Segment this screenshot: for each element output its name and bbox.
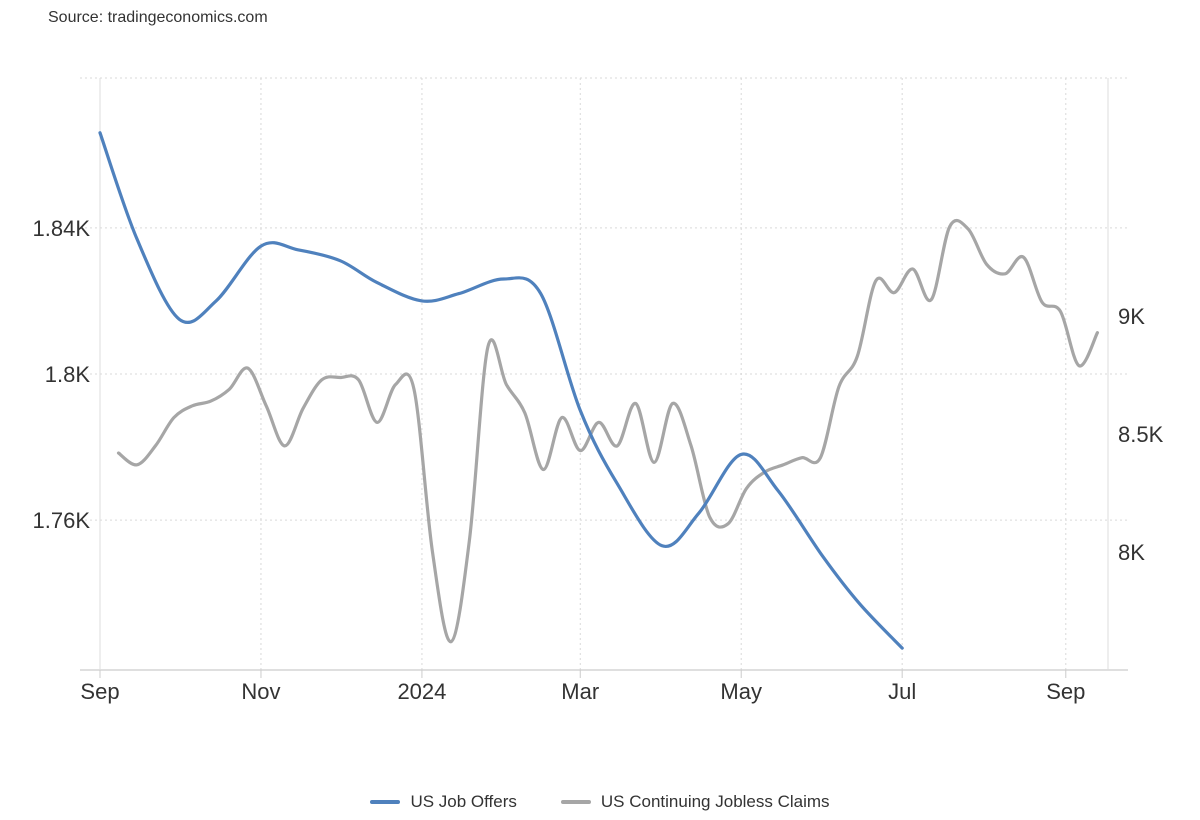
legend-label: US Job Offers bbox=[410, 792, 517, 811]
x-tick-label: Nov bbox=[241, 679, 280, 704]
x-tick-label: Sep bbox=[80, 679, 119, 704]
y-left-tick-label: 1.84K bbox=[33, 216, 91, 241]
x-tick-label: Jul bbox=[888, 679, 916, 704]
x-tick-label: 2024 bbox=[397, 679, 446, 704]
legend-label: US Continuing Jobless Claims bbox=[600, 792, 830, 811]
y-left-tick-label: 1.8K bbox=[45, 362, 91, 387]
source-label: Source: tradingeconomics.com bbox=[48, 9, 268, 26]
legend-swatch bbox=[370, 800, 401, 804]
legend-item-us-continuing-jobless-claims[interactable]: US Continuing Jobless Claims bbox=[560, 792, 830, 812]
series-line-us-job-offers bbox=[98, 131, 904, 650]
legend-item-us-job-offers[interactable]: US Job Offers bbox=[370, 792, 517, 812]
y-right-tick-label: 8.5K bbox=[1118, 422, 1164, 447]
series-line-us-continuing-jobless-claims bbox=[116, 218, 1099, 644]
line-chart: Sep Nov 2024 Mar May Jul Sep 1.76K 1.8K 1.84K 8K 8.… bbox=[33, 77, 1164, 704]
axes bbox=[80, 78, 1128, 678]
x-tick-label: May bbox=[720, 679, 762, 704]
legend: US Job Offers US Continuing Jobless Claim… bbox=[0, 792, 1200, 812]
legend-swatch bbox=[560, 800, 591, 804]
x-tick-label: Sep bbox=[1046, 679, 1085, 704]
tick-labels: Sep Nov 2024 Mar May Jul Sep 1.76K 1.8K 1.84K 8K 8.… bbox=[33, 216, 1164, 704]
grid bbox=[80, 77, 1128, 670]
series-lines bbox=[98, 131, 1099, 650]
y-right-tick-label: 8K bbox=[1118, 540, 1145, 565]
y-right-tick-label: 9K bbox=[1118, 304, 1145, 329]
x-tick-label: Mar bbox=[561, 679, 599, 704]
y-left-tick-label: 1.76K bbox=[33, 508, 91, 533]
